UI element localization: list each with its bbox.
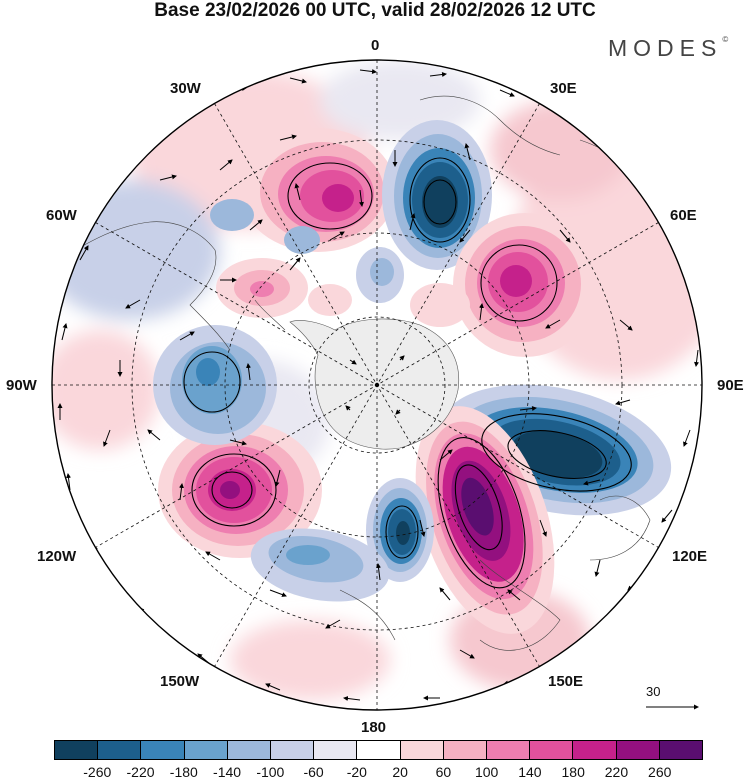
lon-label-120w: 120W xyxy=(37,548,77,565)
colorbar-tick-label: 60 xyxy=(435,764,452,780)
colorbar-tick-label: 140 xyxy=(518,764,542,780)
colorbar xyxy=(54,740,703,760)
lon-label-30w: 30W xyxy=(170,80,201,97)
colorbar-tick-label: 20 xyxy=(392,764,408,780)
negative-lobe-160w xyxy=(250,528,390,602)
colorbar-tick-label: -180 xyxy=(169,764,198,780)
lon-label-150w: 150W xyxy=(160,673,200,690)
colorbar-swatch xyxy=(226,741,271,759)
lon-label-0: 0 xyxy=(371,37,380,54)
reference-vector-label: 30 xyxy=(646,684,661,699)
colorbar-swatch xyxy=(97,741,141,759)
colorbar-tick-label: 220 xyxy=(604,764,629,780)
colorbar-swatch xyxy=(313,741,357,759)
positive-center-120w xyxy=(158,422,322,558)
brand-text: MODES xyxy=(608,35,723,61)
lon-label-90w: 90W xyxy=(6,377,37,394)
coastlines xyxy=(59,95,661,651)
colorbar-swatch xyxy=(356,741,400,759)
positive-center-20w xyxy=(240,128,396,252)
colorbar-swatch xyxy=(442,741,487,759)
colorbar-tick-label: -20 xyxy=(346,764,367,780)
negative-center-20e xyxy=(382,120,492,270)
lon-label-180: 180 xyxy=(361,719,387,736)
lon-label-30e: 30E xyxy=(550,80,577,97)
colorbar-swatch xyxy=(270,741,314,759)
colorbar-tick-label: -100 xyxy=(256,764,285,780)
colorbar-tick-label: -260 xyxy=(83,764,112,780)
colorbar-swatch xyxy=(486,741,530,759)
contours xyxy=(183,157,632,589)
colorbar-swatch xyxy=(399,741,443,759)
colorbar-swatch xyxy=(658,741,703,759)
colorbar-tick-label: 100 xyxy=(474,764,499,780)
colorbar-tick-label: -60 xyxy=(303,764,324,780)
colorbar-swatch xyxy=(529,741,573,759)
brand-mark: © xyxy=(722,35,729,44)
lon-label-60w: 60W xyxy=(46,207,77,224)
map-title: Base 23/02/2026 00 UTC, valid 28/02/2026… xyxy=(154,0,596,21)
positive-center-55e xyxy=(453,213,597,357)
colorbar-swatch xyxy=(572,741,616,759)
colorbar-tick-label: -220 xyxy=(126,764,155,780)
colorbar-tick-label: 260 xyxy=(648,764,672,780)
south-pole-marker xyxy=(374,382,380,388)
antarctica-landmass xyxy=(289,318,460,450)
colorbar-swatch xyxy=(140,741,184,759)
colorbar-swatch xyxy=(615,741,659,759)
small-anomalies xyxy=(210,199,470,327)
map-boundary xyxy=(51,59,703,711)
lon-label-90e: 90E xyxy=(717,377,744,394)
colorbar-swatch xyxy=(183,741,227,759)
lon-label-120e: 120E xyxy=(672,548,708,565)
lon-label-60e: 60E xyxy=(670,207,697,224)
colorbar-swatch xyxy=(55,741,98,759)
colorbar-tick-label: -140 xyxy=(213,764,242,780)
brand-logo: MODES© xyxy=(608,35,728,62)
lon-label-150e: 150E xyxy=(548,673,584,690)
colorbar-tick-label: 180 xyxy=(561,764,585,780)
